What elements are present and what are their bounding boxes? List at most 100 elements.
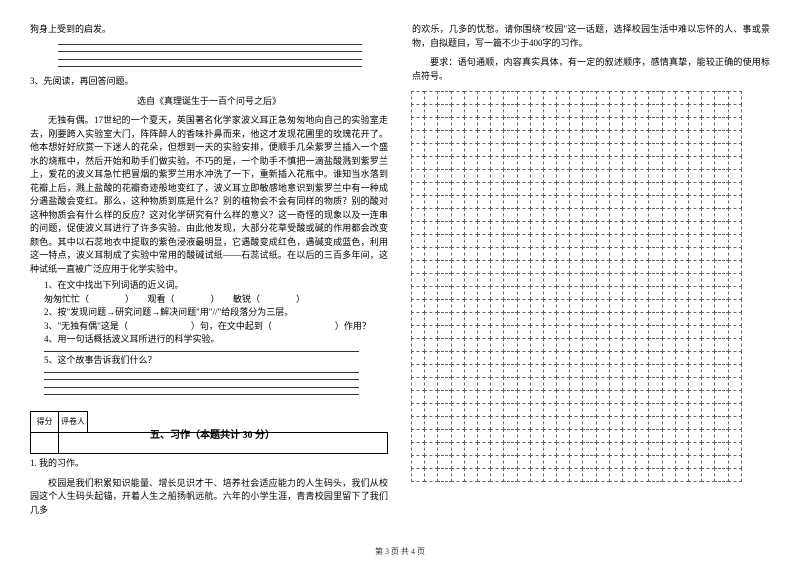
grid-cell	[556, 403, 570, 417]
grid-cell	[662, 221, 676, 235]
grid-cell	[503, 351, 517, 365]
grid-cell	[543, 117, 557, 131]
grid-cell	[675, 377, 689, 391]
grid-cell	[437, 429, 451, 443]
grid-cell	[411, 338, 425, 352]
grid-cell	[701, 468, 715, 482]
grid-cell	[411, 351, 425, 365]
grid-cell	[464, 208, 478, 222]
grid-cell	[424, 117, 438, 131]
grid-cell	[596, 455, 610, 469]
grid-cell	[490, 416, 504, 430]
grid-cell	[451, 130, 465, 144]
grid-cell	[530, 351, 544, 365]
grid-cell	[714, 338, 728, 352]
grid-cell	[503, 260, 517, 274]
grid-cell	[411, 234, 425, 248]
grid-cell	[675, 182, 689, 196]
q3-title: 选自《真理诞生于一百个问号之后》	[30, 95, 388, 109]
grid-cell	[556, 182, 570, 196]
grid-cell	[675, 468, 689, 482]
grid-cell	[688, 299, 702, 313]
grid-cell	[503, 442, 517, 456]
grid-cell	[464, 299, 478, 313]
blank-line	[44, 369, 359, 372]
grid-cell	[596, 338, 610, 352]
grid-cell	[675, 221, 689, 235]
grid-cell	[635, 91, 649, 105]
grid-cell	[688, 455, 702, 469]
grid-cell	[622, 338, 636, 352]
grid-cell	[556, 273, 570, 287]
grid-cell	[424, 156, 438, 170]
grid-cell	[530, 273, 544, 287]
grid-cell	[701, 130, 715, 144]
grid-cell	[622, 403, 636, 417]
grid-cell	[662, 286, 676, 300]
grid-cell	[530, 468, 544, 482]
grid-cell	[437, 416, 451, 430]
grid-cell	[464, 117, 478, 131]
grid-cell	[701, 390, 715, 404]
grid-cell	[464, 364, 478, 378]
grid-cell	[490, 325, 504, 339]
grid-cell	[701, 169, 715, 183]
grid-cell	[622, 299, 636, 313]
grid-cell	[688, 325, 702, 339]
grid-cell	[424, 104, 438, 118]
grid-cell	[490, 455, 504, 469]
grid-cell	[556, 104, 570, 118]
grid-cell	[503, 468, 517, 482]
grid-cell	[728, 117, 742, 131]
grid-cell	[582, 143, 596, 157]
grid-cell	[728, 195, 742, 209]
grid-cell	[530, 247, 544, 261]
grid-cell	[648, 403, 662, 417]
grid-cell	[424, 221, 438, 235]
grid-cell	[582, 416, 596, 430]
grid-cell	[714, 117, 728, 131]
grid-cell	[530, 104, 544, 118]
grid-cell	[688, 221, 702, 235]
grid-cell	[582, 286, 596, 300]
grid-cell	[714, 143, 728, 157]
grid-cell	[517, 312, 531, 326]
grid-cell	[490, 260, 504, 274]
grid-cell	[464, 234, 478, 248]
grid-cell	[675, 455, 689, 469]
grid-cell	[424, 234, 438, 248]
essay-prompt: 校园是我们积累知识能量、增长见识才干、培养社会适应能力的人生码头，我们从校园这个…	[30, 477, 388, 518]
grid-cell	[622, 442, 636, 456]
grid-cell	[675, 312, 689, 326]
grid-cell	[503, 325, 517, 339]
grid-cell	[569, 156, 583, 170]
blank-line	[44, 377, 359, 380]
grid-cell	[648, 130, 662, 144]
grid-cell	[648, 143, 662, 157]
grid-cell	[728, 208, 742, 222]
grid-cell	[543, 273, 557, 287]
grid-cell	[424, 299, 438, 313]
grid-cell	[451, 325, 465, 339]
grid-cell	[675, 416, 689, 430]
grid-cell	[688, 468, 702, 482]
grid-cell	[622, 390, 636, 404]
grid-cell	[530, 195, 544, 209]
grid-cell	[596, 91, 610, 105]
grid-cell	[411, 169, 425, 183]
blank-line	[58, 56, 362, 59]
grid-cell	[569, 416, 583, 430]
grid-cell	[675, 429, 689, 443]
grid-cell	[701, 117, 715, 131]
grid-cell	[622, 247, 636, 261]
grid-cell	[543, 312, 557, 326]
grid-cell	[569, 91, 583, 105]
grid-cell	[437, 455, 451, 469]
grid-cell	[635, 156, 649, 170]
grid-cell	[609, 338, 623, 352]
grid-cell	[714, 364, 728, 378]
grid-cell	[477, 247, 491, 261]
grid-cell	[622, 455, 636, 469]
grid-cell	[662, 104, 676, 118]
grid-cell	[596, 351, 610, 365]
